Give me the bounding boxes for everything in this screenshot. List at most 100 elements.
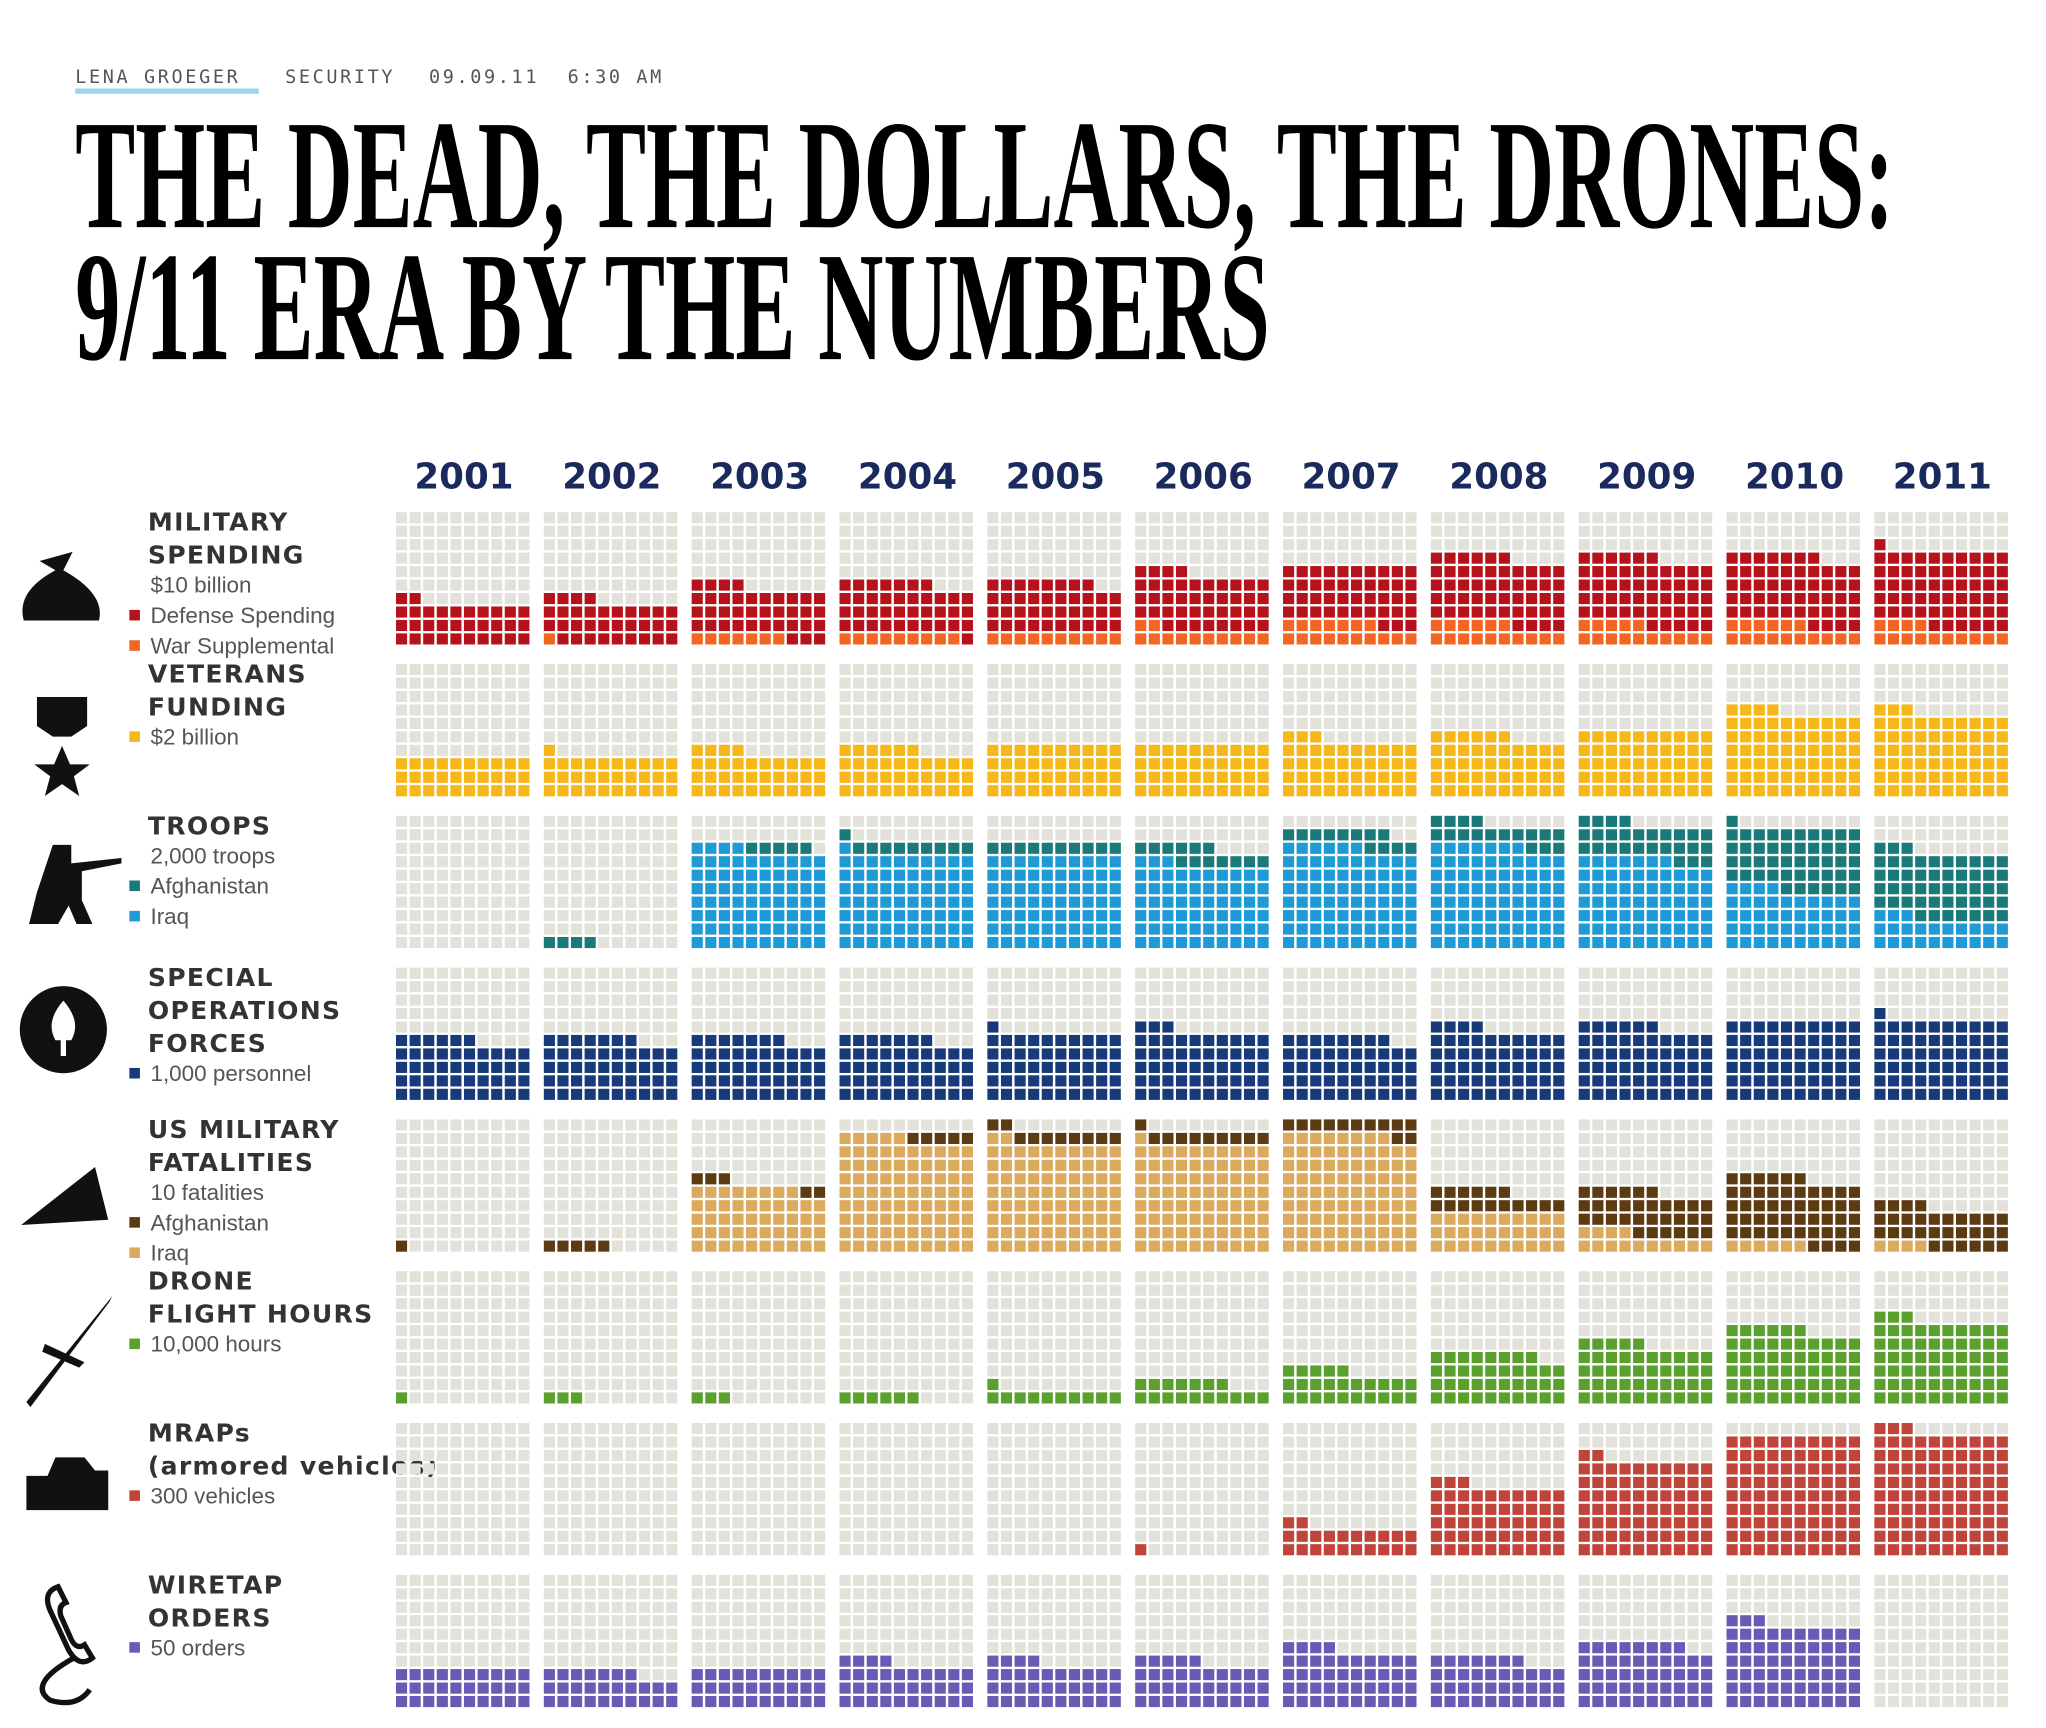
unit-square — [1055, 579, 1067, 591]
unit-square — [436, 633, 448, 645]
empty-cell — [948, 566, 960, 578]
empty-cell — [611, 744, 623, 756]
unit-square — [1701, 785, 1713, 797]
empty-cell — [1458, 690, 1470, 703]
unit-square — [1660, 869, 1672, 881]
empty-cell — [1175, 829, 1188, 841]
empty-cell — [1109, 690, 1121, 703]
unit-square — [907, 842, 919, 854]
empty-cell — [853, 539, 865, 551]
empty-cell — [584, 539, 596, 551]
empty-cell — [1337, 717, 1349, 729]
unit-square — [1526, 829, 1538, 841]
author[interactable]: LENA GROEGER — [75, 67, 240, 88]
unit-square — [1485, 758, 1497, 770]
section[interactable]: SECURITY — [285, 67, 395, 88]
unit-square — [598, 619, 610, 632]
unit-square — [1257, 744, 1269, 756]
unit-square — [1605, 869, 1617, 881]
unit-square — [1619, 606, 1631, 618]
unit-square — [1673, 758, 1685, 770]
empty-cell — [1109, 731, 1121, 743]
unit-square — [1983, 731, 1995, 743]
empty-cell — [639, 593, 651, 605]
unit-square — [1673, 896, 1685, 908]
empty-cell — [1458, 664, 1470, 676]
unit-square — [1068, 633, 1081, 645]
unit-square — [1257, 758, 1269, 770]
empty-cell — [1983, 525, 1995, 537]
empty-cell — [639, 744, 651, 756]
unit-square — [1592, 923, 1604, 935]
unit-square — [1633, 883, 1645, 895]
unit-square — [1848, 771, 1861, 783]
unit-square — [1162, 566, 1174, 578]
empty-cell — [1955, 525, 1968, 537]
empty-cell — [625, 525, 637, 537]
unit-square — [1135, 923, 1147, 935]
empty-cell — [557, 566, 569, 578]
unit-square — [1915, 579, 1927, 591]
unit-square — [746, 923, 758, 935]
unit-square — [1430, 619, 1442, 632]
unit-square — [1096, 856, 1108, 868]
unit-square — [1378, 910, 1390, 922]
unit-square — [1605, 815, 1617, 827]
empty-cell — [1109, 664, 1121, 676]
unit-square — [1848, 619, 1861, 632]
unit-square — [1901, 633, 1913, 645]
unit-square — [491, 771, 503, 783]
empty-cell — [1592, 677, 1604, 689]
empty-cell — [666, 731, 678, 743]
unit-square — [880, 842, 892, 854]
empty-cell — [773, 566, 785, 578]
unit-square — [1726, 579, 1738, 591]
empty-cell — [1041, 690, 1053, 703]
unit-square — [1458, 936, 1470, 949]
unit-square — [1458, 923, 1470, 935]
unit-square — [1283, 842, 1295, 854]
empty-cell — [396, 677, 408, 689]
empty-cell — [543, 566, 555, 578]
empty-cell — [1148, 690, 1160, 703]
unit-square — [1955, 593, 1968, 605]
unit-square — [880, 896, 892, 908]
unit-square — [948, 923, 960, 935]
unit-square — [1337, 771, 1349, 783]
unit-square — [1430, 936, 1442, 949]
unit-square — [1539, 936, 1551, 949]
unit-square — [746, 936, 758, 949]
unit-square — [1310, 744, 1322, 756]
empty-cell — [396, 690, 408, 703]
empty-cell — [1498, 664, 1510, 676]
empty-cell — [961, 525, 973, 537]
empty-cell — [1351, 704, 1363, 716]
unit-square — [1028, 593, 1040, 605]
empty-cell — [1391, 815, 1403, 827]
unit-square — [1701, 633, 1713, 645]
unit-square — [1109, 856, 1121, 868]
empty-cell — [1687, 690, 1699, 703]
empty-cell — [1364, 539, 1376, 551]
empty-cell — [1230, 512, 1242, 524]
empty-cell — [666, 525, 678, 537]
unit-square — [1619, 744, 1631, 756]
empty-cell — [463, 731, 476, 743]
unit-square — [987, 579, 999, 591]
empty-cell — [853, 704, 865, 716]
empty-cell — [571, 717, 583, 729]
unit-square — [1780, 619, 1793, 632]
empty-cell — [557, 717, 569, 729]
empty-cell — [409, 525, 421, 537]
empty-cell — [504, 717, 516, 729]
empty-cell — [450, 744, 462, 756]
unit-square — [1257, 869, 1269, 881]
unit-square — [1068, 579, 1081, 591]
empty-cell — [1485, 512, 1497, 524]
empty-cell — [1337, 677, 1349, 689]
empty-cell — [1189, 512, 1201, 524]
unit-square — [1230, 856, 1242, 868]
unit-square — [639, 633, 651, 645]
empty-cell — [598, 869, 610, 881]
unit-square — [625, 619, 637, 632]
